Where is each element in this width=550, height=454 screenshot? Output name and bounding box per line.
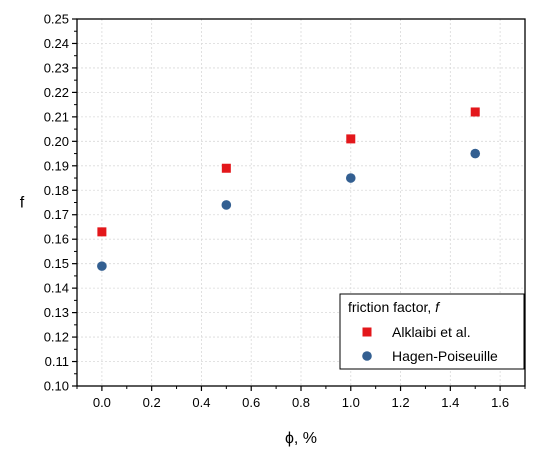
data-point-square bbox=[346, 134, 356, 144]
y-tick-label: 0.20 bbox=[44, 134, 69, 149]
y-tick-label: 0.13 bbox=[44, 305, 69, 320]
data-point-circle bbox=[221, 200, 232, 210]
legend-title-symbol: f bbox=[435, 299, 441, 315]
x-tick-label: 0.4 bbox=[192, 395, 210, 410]
legend: friction factor, f Alklaibi et al. Hagen-… bbox=[339, 293, 525, 370]
data-points bbox=[97, 107, 481, 271]
x-tick-label: 0.6 bbox=[242, 395, 260, 410]
data-point-circle bbox=[470, 148, 481, 159]
data-point-square bbox=[97, 227, 107, 237]
y-axis-title: f bbox=[20, 195, 25, 212]
legend-label: Hagen-Poiseuille bbox=[392, 348, 498, 364]
y-tick-label: 0.10 bbox=[44, 379, 69, 394]
series-1 bbox=[97, 107, 480, 237]
series-2 bbox=[97, 148, 481, 271]
x-axis-title: ϕ, % bbox=[285, 430, 317, 447]
y-tick-label: 0.18 bbox=[44, 183, 69, 198]
y-tick-label: 0.23 bbox=[44, 60, 69, 75]
x-tick-label: 1.4 bbox=[441, 395, 459, 410]
legend-title: friction factor, f bbox=[348, 299, 441, 315]
data-point-square bbox=[221, 163, 231, 173]
y-tick-label: 0.22 bbox=[44, 85, 69, 100]
x-tick-label: 1.2 bbox=[392, 395, 410, 410]
y-tick-label: 0.11 bbox=[45, 354, 69, 369]
y-tick-label: 0.16 bbox=[44, 232, 69, 247]
x-tick-label: 0.8 bbox=[292, 395, 310, 410]
data-point-square bbox=[470, 107, 480, 117]
legend-label: Alklaibi et al. bbox=[392, 324, 471, 340]
data-point-circle bbox=[97, 261, 107, 271]
legend-marker-square bbox=[362, 327, 372, 337]
y-tick-label: 0.24 bbox=[44, 36, 69, 51]
x-tick-label: 0.0 bbox=[93, 395, 111, 410]
legend-marker-circle bbox=[362, 351, 372, 361]
y-tick-label: 0.19 bbox=[44, 158, 69, 173]
y-tick-label: 0.14 bbox=[44, 281, 69, 296]
y-tick-label: 0.17 bbox=[44, 207, 69, 222]
y-tick-label: 0.21 bbox=[44, 109, 69, 124]
x-tick-label: 1.6 bbox=[491, 395, 509, 410]
data-point-circle bbox=[345, 173, 356, 183]
legend-entries: Alklaibi et al. Hagen-Poiseuille bbox=[362, 324, 498, 364]
legend-title-prefix: friction factor, bbox=[348, 299, 435, 315]
y-tick-label: 0.15 bbox=[44, 256, 69, 271]
x-tick-label: 1.0 bbox=[342, 395, 360, 410]
axis-ticks: 0.10 0.11 0.12 0.13 0.14 0.15 0.16 0.17 0.18 0.19… bbox=[44, 12, 526, 410]
x-tick-label: 0.2 bbox=[143, 395, 161, 410]
y-tick-label: 0.12 bbox=[44, 330, 69, 345]
y-tick-label: 0.25 bbox=[44, 12, 69, 27]
